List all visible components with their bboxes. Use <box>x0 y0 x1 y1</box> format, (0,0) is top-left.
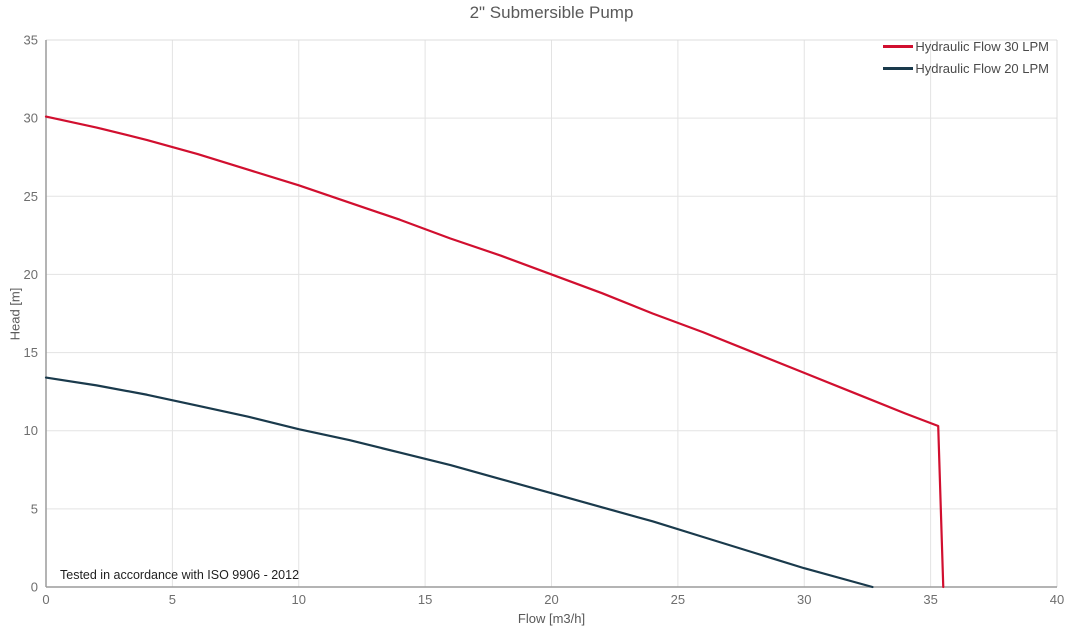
chart-title: 2" Submersible Pump <box>469 3 634 22</box>
x-tick-label: 10 <box>292 592 306 607</box>
y-tick-label: 30 <box>24 111 38 126</box>
y-tick-label: 15 <box>24 345 38 360</box>
legend-line-swatch-red <box>883 45 914 48</box>
y-tick-label: 5 <box>31 501 38 516</box>
x-tick-label: 15 <box>418 592 432 607</box>
x-tick-label: 0 <box>42 592 49 607</box>
y-tick-label: 35 <box>24 33 38 48</box>
x-tick-label: 5 <box>169 592 176 607</box>
series-line <box>44 376 874 589</box>
y-tick-label: 20 <box>24 267 38 282</box>
x-tick-label: 35 <box>923 592 937 607</box>
iso-annotation: Tested in accordance with ISO 9906 - 201… <box>60 568 300 582</box>
x-tick-label: 25 <box>671 592 685 607</box>
legend-item: Hydraulic Flow 20 LPM <box>883 61 1049 76</box>
y-tick-label: 25 <box>24 189 38 204</box>
legend-item: Hydraulic Flow 30 LPM <box>883 39 1049 54</box>
legend: Hydraulic Flow 30 LPM Hydraulic Flow 20 … <box>883 39 1049 76</box>
x-tick-label: 30 <box>797 592 811 607</box>
y-tick-label: 10 <box>24 423 38 438</box>
series-line <box>44 115 945 589</box>
x-tick-label: 40 <box>1050 592 1064 607</box>
legend-label: Hydraulic Flow 20 LPM <box>915 61 1049 76</box>
legend-label: Hydraulic Flow 30 LPM <box>915 39 1049 54</box>
y-tick-label: 0 <box>31 580 38 595</box>
x-axis-title: Flow [m3/h] <box>517 611 586 626</box>
x-tick-label: 20 <box>544 592 558 607</box>
legend-line-swatch-navy <box>883 67 914 70</box>
